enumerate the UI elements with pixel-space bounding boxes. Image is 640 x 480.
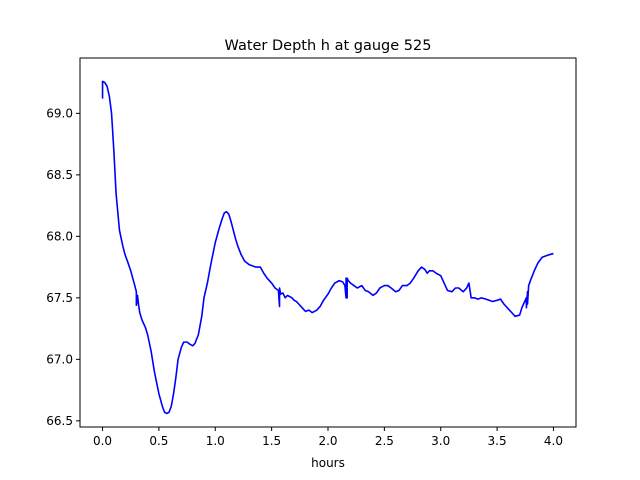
x-axis: 0.0 0.5 1.0 1.5 2.0 2.5 3.0 3.5 4.0 xyxy=(93,427,563,448)
x-tick-label: 4.0 xyxy=(544,434,563,448)
x-tick-label: 0.5 xyxy=(149,434,168,448)
x-tick-label: 0.0 xyxy=(93,434,112,448)
x-tick-label: 3.0 xyxy=(431,434,450,448)
x-axis-label: hours xyxy=(311,456,345,470)
x-tick-label: 1.0 xyxy=(206,434,225,448)
x-tick-label: 2.5 xyxy=(375,434,394,448)
y-tick-label: 66.5 xyxy=(46,414,73,428)
x-tick-label: 1.5 xyxy=(262,434,281,448)
series-line-0 xyxy=(101,80,554,415)
y-tick-label: 68.0 xyxy=(46,229,73,243)
x-tick-label: 2.0 xyxy=(318,434,337,448)
series-group xyxy=(101,80,554,415)
y-tick-label: 68.5 xyxy=(46,168,73,182)
x-tick-label: 3.5 xyxy=(488,434,507,448)
y-tick-label: 69.0 xyxy=(46,106,73,120)
chart-title: Water Depth h at gauge 525 xyxy=(225,38,432,54)
y-tick-label: 67.0 xyxy=(46,352,73,366)
y-axis: 66.5 67.0 67.5 68.0 68.5 69.0 xyxy=(46,106,80,428)
y-tick-label: 67.5 xyxy=(46,291,73,305)
